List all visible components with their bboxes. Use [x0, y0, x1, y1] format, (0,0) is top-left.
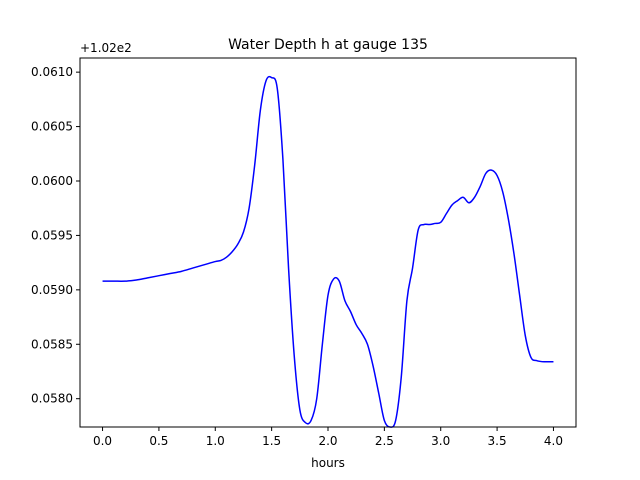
- x-axis-label: hours: [311, 456, 345, 470]
- series-line: [102, 75, 554, 428]
- y-tick-label: 0.0580: [31, 392, 73, 406]
- chart-title: Water Depth h at gauge 135: [228, 37, 428, 53]
- y-tick-label: 0.0585: [31, 337, 73, 351]
- series-layer: [102, 75, 554, 428]
- x-tick-label: 2.5: [375, 434, 394, 448]
- x-tick-label: 0.0: [93, 434, 112, 448]
- x-tick-label: 3.0: [431, 434, 450, 448]
- y-tick-label: 0.0610: [31, 65, 73, 79]
- y-tick-label: 0.0600: [31, 174, 73, 188]
- x-tick-label: 1.5: [262, 434, 281, 448]
- y-tick-label: 0.0595: [31, 228, 73, 242]
- x-tick-label: 1.0: [206, 434, 225, 448]
- x-axis-ticks: 0.0 0.5 1.0 1.5 2.0 2.5 3.0 3.5 4.0: [93, 427, 563, 448]
- y-offset-label: +1.02e2: [80, 41, 132, 55]
- x-tick-label: 4.0: [544, 434, 563, 448]
- y-tick-label: 0.0590: [31, 283, 73, 297]
- plot-frame: [79, 57, 577, 428]
- x-tick-label: 0.5: [149, 434, 168, 448]
- x-tick-label: 2.0: [318, 434, 337, 448]
- y-tick-label: 0.0605: [31, 120, 73, 134]
- x-tick-label: 3.5: [488, 434, 507, 448]
- y-axis-ticks: 0.0580 0.0585 0.0590 0.0595 0.0600 0.0605 0.06…: [31, 65, 80, 406]
